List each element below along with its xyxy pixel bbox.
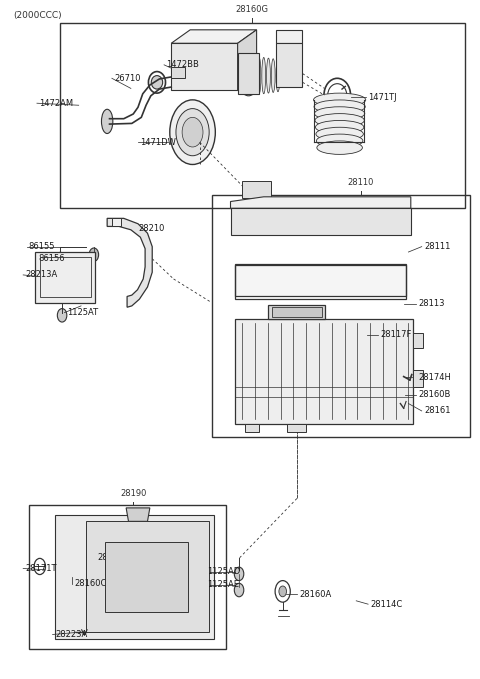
Text: 28160B: 28160B <box>418 390 450 399</box>
Text: 1125AT: 1125AT <box>67 308 98 317</box>
Ellipse shape <box>257 57 261 94</box>
Polygon shape <box>171 43 238 90</box>
Polygon shape <box>276 30 301 43</box>
Polygon shape <box>171 67 185 78</box>
Ellipse shape <box>262 58 265 94</box>
Ellipse shape <box>234 583 244 597</box>
Ellipse shape <box>313 93 366 107</box>
Ellipse shape <box>271 59 275 92</box>
Text: 28161: 28161 <box>424 407 451 416</box>
Polygon shape <box>86 521 209 632</box>
Polygon shape <box>126 508 150 521</box>
Text: 1471TJ: 1471TJ <box>368 92 397 102</box>
Ellipse shape <box>241 59 256 88</box>
Polygon shape <box>276 43 301 87</box>
Polygon shape <box>171 30 257 43</box>
Polygon shape <box>268 305 325 319</box>
Bar <box>212 195 470 437</box>
Text: 28113: 28113 <box>418 299 444 308</box>
Text: 28160A: 28160A <box>300 589 332 599</box>
Ellipse shape <box>170 100 216 164</box>
Ellipse shape <box>73 535 84 551</box>
Text: 1125AD: 1125AD <box>207 568 240 576</box>
Text: 1472BB: 1472BB <box>167 60 199 69</box>
Ellipse shape <box>57 308 67 322</box>
Text: 28114C: 28114C <box>371 600 403 608</box>
Bar <box>105 542 188 612</box>
Text: 28111: 28111 <box>424 242 450 251</box>
Ellipse shape <box>316 127 363 141</box>
Polygon shape <box>112 219 121 226</box>
Ellipse shape <box>279 586 287 597</box>
Polygon shape <box>235 319 413 424</box>
Bar <box>29 504 226 649</box>
Polygon shape <box>413 333 423 348</box>
Text: 86155: 86155 <box>29 242 55 251</box>
Polygon shape <box>230 197 411 208</box>
Text: 28213A: 28213A <box>25 270 58 280</box>
Text: 28110: 28110 <box>348 179 374 187</box>
Ellipse shape <box>151 75 163 89</box>
Text: 28160C: 28160C <box>74 579 106 589</box>
Ellipse shape <box>237 52 261 96</box>
Polygon shape <box>235 265 406 296</box>
Ellipse shape <box>316 134 363 147</box>
Text: 86156: 86156 <box>38 254 65 263</box>
Text: 28223A: 28223A <box>55 630 87 639</box>
Ellipse shape <box>315 120 364 134</box>
Polygon shape <box>413 370 423 386</box>
Text: (2000CCC): (2000CCC) <box>13 11 62 20</box>
Bar <box>60 23 466 208</box>
Polygon shape <box>107 219 152 307</box>
Ellipse shape <box>314 100 365 113</box>
Ellipse shape <box>89 248 98 261</box>
Text: 28190: 28190 <box>120 490 146 498</box>
Ellipse shape <box>101 109 113 134</box>
Ellipse shape <box>315 113 364 127</box>
Bar <box>242 181 271 198</box>
Polygon shape <box>55 515 214 639</box>
Polygon shape <box>245 424 259 433</box>
Polygon shape <box>238 30 257 90</box>
Text: 28117F: 28117F <box>380 331 411 340</box>
Text: 28210: 28210 <box>138 224 164 233</box>
Ellipse shape <box>317 141 362 154</box>
Ellipse shape <box>182 117 203 147</box>
Text: 1125AE: 1125AE <box>207 580 239 589</box>
Text: 28161E: 28161E <box>97 553 130 562</box>
Ellipse shape <box>276 60 280 92</box>
Text: 1472AM: 1472AM <box>39 98 73 108</box>
Ellipse shape <box>266 58 270 93</box>
Text: 28174H: 28174H <box>418 373 451 382</box>
Polygon shape <box>238 54 259 94</box>
Text: 28171T: 28171T <box>25 564 57 573</box>
Ellipse shape <box>314 107 365 120</box>
Text: 28160G: 28160G <box>235 5 268 14</box>
Ellipse shape <box>398 390 404 399</box>
Ellipse shape <box>234 567 244 581</box>
Polygon shape <box>230 208 411 235</box>
Polygon shape <box>288 424 306 433</box>
Text: 1471DW: 1471DW <box>140 138 176 147</box>
Text: 26710: 26710 <box>114 74 141 83</box>
Polygon shape <box>272 307 322 316</box>
Polygon shape <box>35 252 96 303</box>
Ellipse shape <box>176 109 209 155</box>
